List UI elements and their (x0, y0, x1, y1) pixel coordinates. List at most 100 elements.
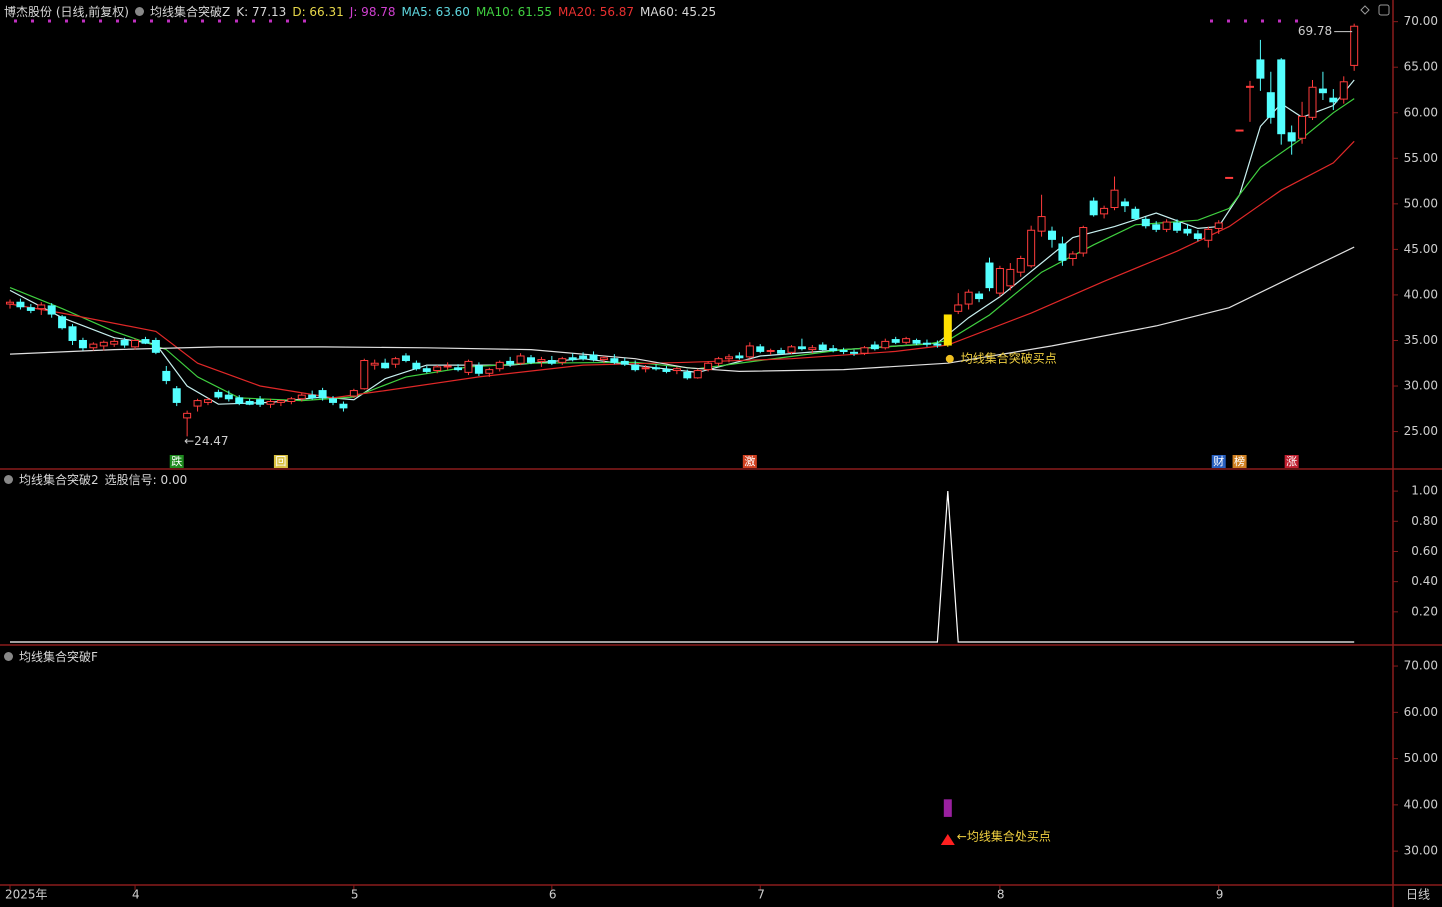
candle-body (1037, 216, 1046, 232)
candle-body (902, 338, 911, 343)
candle-body (37, 304, 46, 310)
y-tick-label: 70.00 (1404, 14, 1438, 28)
candle-body (1068, 253, 1077, 259)
panel-1-header: 博杰股份 (日线,前复权) 均线集合突破Z K: 77.13 D: 66.31 J: … (4, 3, 716, 20)
candle-body (224, 394, 233, 400)
y-tick-label: 65.00 (1404, 60, 1438, 74)
y-tick-label: 1.00 (1411, 484, 1438, 498)
y-tick-label: 0.40 (1411, 574, 1438, 588)
candle-body (1204, 228, 1213, 241)
y-tick-label: 0.60 (1411, 544, 1438, 558)
candle-body (495, 361, 504, 370)
candle-body (16, 301, 25, 308)
candle-body (1256, 59, 1265, 79)
candle-body (1235, 129, 1244, 132)
candle-body (797, 346, 806, 350)
candle-body (1173, 222, 1182, 231)
candle-body (735, 355, 744, 359)
candle-body (860, 347, 869, 354)
candle-body (1058, 243, 1067, 261)
candle-body (47, 305, 56, 315)
panel-subtitle: 选股信号: 0.00 (104, 473, 188, 487)
x-tick-label: 9 (1216, 888, 1224, 902)
annotation: ←均线集合处买点 (957, 829, 1051, 844)
candle-body (329, 398, 338, 403)
x-tick-label: 2025年 (5, 888, 48, 902)
candle-body (1027, 229, 1036, 267)
candle-body (1329, 97, 1338, 103)
candle-body (183, 412, 192, 419)
candle-body (943, 314, 952, 346)
event-label: 跌 (171, 454, 182, 468)
candle-body (1131, 208, 1140, 219)
signal-bar (943, 799, 952, 817)
candle-body (245, 401, 254, 405)
candle-body (1266, 92, 1275, 118)
candle-body (474, 365, 483, 374)
candle-body (1141, 218, 1150, 227)
candle-body (6, 301, 14, 305)
candle-body (485, 369, 494, 374)
candle-body (401, 355, 410, 362)
y-tick-label: 45.00 (1404, 242, 1438, 256)
candle-body (745, 345, 754, 358)
candle-body (1277, 59, 1286, 135)
y-tick-label: 30.00 (1404, 379, 1438, 393)
candle-body (1183, 228, 1192, 234)
candle-body (318, 390, 327, 399)
candle-body (1339, 81, 1348, 100)
y-tick-label: 50.00 (1404, 196, 1438, 210)
legend-item: MA5: 63.60 (401, 4, 470, 19)
annotation: 均线集合突破买点 (961, 350, 1057, 365)
candle-body (589, 354, 598, 361)
candle-body (433, 366, 442, 372)
x-tick-label: 6 (549, 888, 557, 902)
candle-body (506, 360, 515, 365)
candle-body (964, 291, 973, 305)
candle-body (235, 397, 244, 404)
y-tick-label: 0.20 (1411, 604, 1438, 618)
candle-body (922, 342, 931, 345)
candle-body (891, 339, 900, 343)
panel-title: 均线集合突破2 (19, 473, 99, 487)
candle-body (641, 367, 650, 370)
candle-body (193, 400, 202, 407)
event-label: 激 (744, 454, 755, 468)
candle-body (454, 367, 463, 371)
candle-body (1225, 176, 1234, 179)
y-tick-label: 40.00 (1404, 287, 1438, 301)
candle-body (1110, 189, 1119, 208)
candle-body (1214, 222, 1223, 229)
annotation: 69.78 (1298, 24, 1332, 38)
y-tick-label: 60.00 (1404, 705, 1438, 719)
candle-body (256, 399, 265, 405)
event-tag (1232, 455, 1247, 468)
candle-body (787, 346, 796, 353)
candle-body (120, 339, 129, 346)
legend-item: K: 77.13 (236, 4, 287, 19)
candle-body (78, 339, 87, 349)
candle-body (266, 401, 275, 405)
panel-3-header: 均线集合突破F (4, 648, 98, 665)
candle-body (558, 358, 567, 363)
candle-body (766, 349, 775, 352)
candle-body (912, 339, 921, 344)
candle-body (537, 359, 546, 362)
y-tick-label: 25.00 (1404, 424, 1438, 438)
legend-item: MA10: 61.55 (475, 4, 552, 19)
candle-body (1193, 233, 1202, 239)
candle-body (1308, 86, 1317, 118)
candle-body (829, 348, 838, 351)
candle-body (1298, 115, 1307, 139)
candle-body (162, 370, 171, 382)
ma-line (9, 140, 1355, 399)
ma-line (9, 79, 1355, 405)
candle-body (818, 344, 827, 351)
candle-body (110, 340, 119, 345)
candle-body (1089, 200, 1098, 216)
candle-body (672, 368, 681, 372)
candle-body (131, 339, 140, 348)
candle-body (714, 358, 723, 364)
event-label: 财 (1213, 454, 1224, 468)
candle-body (933, 343, 942, 346)
